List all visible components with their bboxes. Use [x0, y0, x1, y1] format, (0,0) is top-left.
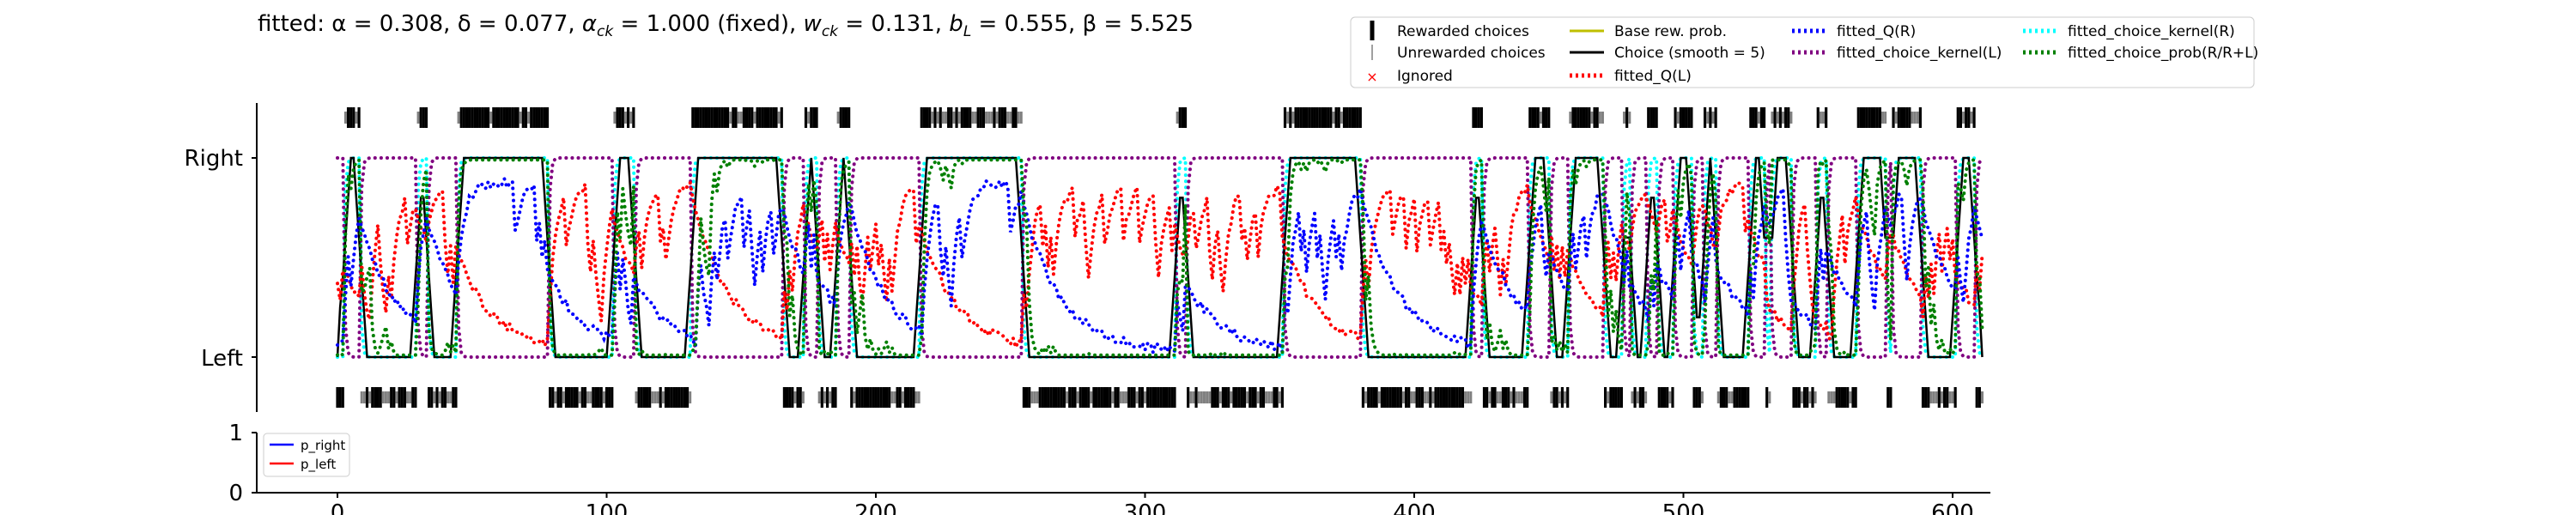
legend-kernel-right-label: fitted_choice_kernel(R): [2068, 23, 2235, 40]
series-choice-prob: [336, 154, 1984, 359]
legend-ignored-swatch: ×: [1366, 69, 1377, 85]
legend-q-right-label: fitted_Q(R): [1837, 23, 1916, 40]
x-tick-label: 400: [1393, 500, 1436, 515]
legend-main-frame: [1350, 16, 2255, 88]
small-y-tick-label-1: 1: [228, 421, 243, 446]
legend-q-left-label: fitted_Q(L): [1614, 68, 1692, 85]
legend-unrewarded-label: Unrewarded choices: [1397, 45, 1546, 62]
legend-choice-prob-label: fitted_choice_prob(R/R+L): [2068, 45, 2258, 62]
x-tick-label: 200: [854, 500, 897, 515]
legend-base-rew-label: Base rew. prob.: [1614, 23, 1727, 40]
x-ticks: 0 100 200 300 400 500 600: [331, 493, 1974, 515]
legend-choice-label: Choice (smooth = 5): [1614, 45, 1765, 62]
legend-p-right-label: p_right: [301, 438, 345, 454]
legend-ignored-label: Ignored: [1397, 68, 1453, 85]
series-choice-smooth: [336, 156, 1984, 359]
x-tick-label: 500: [1662, 500, 1705, 515]
y-tick-label-right: Right: [185, 146, 243, 172]
legend-main: Rewarded choices Unrewarded choices × Ig…: [1350, 16, 2258, 88]
x-tick-label: 600: [1931, 500, 1974, 515]
x-tick-label: 100: [586, 500, 629, 515]
y-tick-label-left: Left: [201, 346, 243, 372]
series-q-left: [336, 178, 1984, 354]
main-axes: Right Left: [185, 103, 258, 412]
choice-raster-right: [343, 107, 1976, 128]
small-y-tick-label-0: 0: [228, 481, 243, 506]
series-choice-kernel-right: [336, 153, 1984, 360]
series-layer: [336, 153, 1984, 362]
series-choice-kernel-left: [336, 155, 1984, 362]
legend-small: p_right p_left: [263, 433, 350, 477]
x-tick-label: 0: [331, 500, 345, 515]
legend-p-left-label: p_left: [301, 457, 336, 473]
choice-raster-left: [336, 387, 1984, 408]
legend-rewarded-label: Rewarded choices: [1397, 23, 1529, 40]
x-tick-label: 300: [1124, 500, 1167, 515]
legend-kernel-left-label: fitted_choice_kernel(L): [1837, 45, 2002, 62]
chart-title: fitted: α = 0.308, δ = 0.077, αck = 1.00…: [258, 11, 1194, 40]
small-axes: 1 0: [228, 421, 1990, 506]
